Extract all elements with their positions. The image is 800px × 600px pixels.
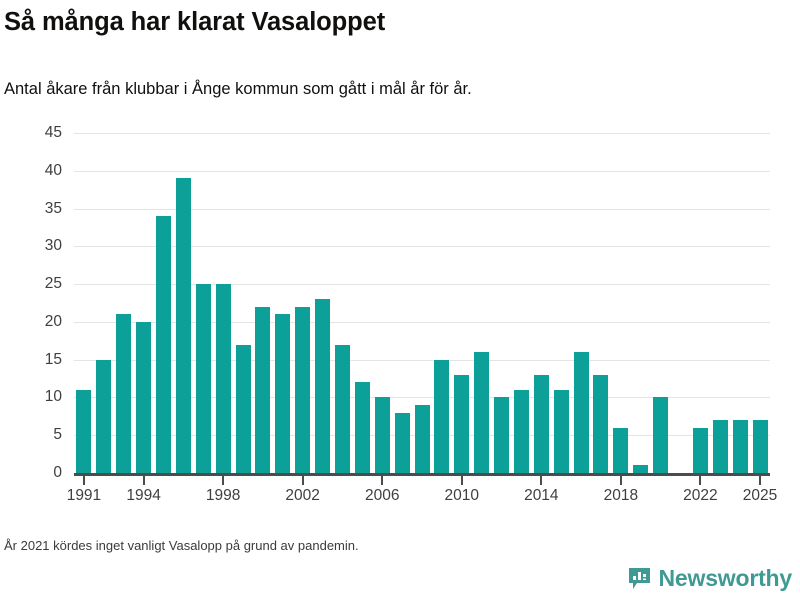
- page-title: Så många har klarat Vasaloppet: [4, 8, 386, 36]
- bar[interactable]: [215, 284, 231, 473]
- x-axis-line: [74, 473, 770, 476]
- x-axis-tick-label: 1998: [205, 487, 241, 504]
- x-axis-tick-mark: [82, 476, 85, 485]
- bar[interactable]: [434, 359, 450, 473]
- x-axis-tick-label: 2006: [364, 487, 400, 504]
- bar[interactable]: [155, 216, 171, 473]
- bar[interactable]: [235, 344, 251, 473]
- bar[interactable]: [692, 427, 708, 473]
- bar[interactable]: [593, 374, 609, 473]
- x-axis-tick-label: 2010: [444, 487, 480, 504]
- gridline: 25: [45, 275, 770, 292]
- bar[interactable]: [474, 352, 490, 473]
- x-axis-tick-mark: [619, 476, 622, 485]
- bar[interactable]: [533, 374, 549, 473]
- chart-footnote: År 2021 kördes inget vanligt Vasalopp på…: [4, 538, 359, 553]
- x-axis-tick-mark: [381, 476, 384, 485]
- bar[interactable]: [136, 321, 152, 473]
- y-axis-tick-label: 35: [44, 199, 62, 217]
- bar[interactable]: [315, 299, 331, 473]
- bar[interactable]: [573, 352, 589, 473]
- bar[interactable]: [653, 397, 669, 473]
- x-axis-tick-mark: [460, 476, 463, 485]
- x-axis-tick-label: 1991: [66, 487, 102, 504]
- page-subtitle: Antal åkare från klubbar i Ånge kommun s…: [4, 80, 472, 98]
- gridline: 15: [45, 351, 770, 368]
- bar[interactable]: [752, 420, 768, 473]
- bar[interactable]: [732, 420, 748, 473]
- x-axis-tick-label: 2025: [742, 487, 778, 504]
- bar[interactable]: [175, 178, 191, 473]
- newsworthy-logo: Newsworthy: [627, 565, 792, 592]
- x-axis-tick-mark: [142, 476, 145, 485]
- y-axis-tick-label: 40: [44, 161, 62, 179]
- bar[interactable]: [275, 314, 291, 473]
- gridline: 30: [45, 237, 770, 254]
- bar[interactable]: [712, 420, 728, 473]
- y-axis-tick-label: 0: [53, 464, 62, 481]
- gridline: 35: [45, 200, 770, 217]
- bar[interactable]: [255, 306, 271, 473]
- bar[interactable]: [295, 306, 311, 473]
- x-axis-tick-label: 2022: [683, 487, 718, 504]
- y-axis-tick-label: 45: [44, 124, 62, 141]
- bar[interactable]: [613, 427, 629, 473]
- brand-name: Newsworthy: [658, 565, 793, 591]
- x-axis-tick-label: 2002: [285, 487, 320, 504]
- bar[interactable]: [494, 397, 510, 473]
- y-axis-tick-label: 20: [44, 312, 62, 330]
- y-axis-tick-label: 30: [44, 237, 62, 255]
- y-axis-tick-label: 5: [53, 426, 62, 444]
- y-axis-tick-label: 25: [44, 275, 62, 293]
- x-axis-tick-mark: [759, 476, 762, 485]
- y-axis-tick-label: 15: [44, 350, 62, 368]
- plot-area: 0 5 10 15 20 25 30 35 40 45 1991 1994 1998 2002 2006 2…: [45, 124, 778, 504]
- bar[interactable]: [394, 412, 410, 473]
- bar[interactable]: [76, 389, 92, 473]
- x-axis-tick-mark: [699, 476, 702, 485]
- bar[interactable]: [354, 382, 370, 473]
- bar[interactable]: [195, 284, 211, 473]
- bar-chart-speech-bubble-icon: [627, 566, 652, 591]
- bar[interactable]: [633, 465, 649, 473]
- bar[interactable]: [374, 397, 390, 473]
- x-axis-tick-mark: [222, 476, 225, 485]
- x-axis-tick-label: 1994: [126, 487, 161, 504]
- bar-series: [74, 133, 770, 473]
- x-axis-tick-mark: [540, 476, 543, 485]
- bar[interactable]: [553, 389, 569, 473]
- x-axis-tick-label: 2018: [603, 487, 639, 504]
- bar[interactable]: [414, 405, 430, 473]
- y-axis-tick-label: 10: [44, 388, 62, 406]
- bar[interactable]: [96, 359, 112, 473]
- bar[interactable]: [454, 374, 470, 473]
- gridline: 10: [45, 388, 770, 405]
- x-axis-tick-label: 2014: [524, 487, 559, 504]
- gridline: 20: [45, 313, 770, 330]
- gridline: 45: [45, 124, 770, 141]
- gridline: 40: [45, 162, 770, 179]
- x-axis-tick-mark: [301, 476, 304, 485]
- bar[interactable]: [334, 344, 350, 473]
- bar[interactable]: [513, 389, 529, 473]
- bar[interactable]: [116, 314, 132, 473]
